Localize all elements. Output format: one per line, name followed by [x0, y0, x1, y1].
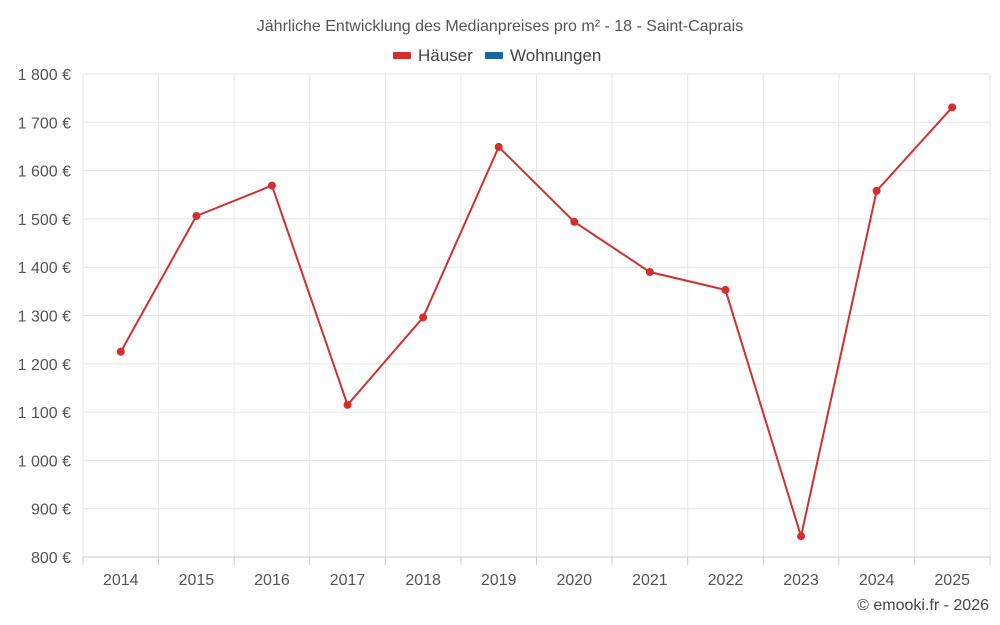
- y-tick-label: 800 €: [31, 550, 71, 567]
- y-tick-label: 1 600 €: [18, 164, 71, 181]
- data-point[interactable]: [797, 532, 806, 541]
- legend-label-wohnungen: Wohnungen: [510, 46, 601, 65]
- y-tick-label: 1 400 €: [18, 260, 71, 277]
- legend-swatch-wohnungen: [485, 52, 503, 59]
- data-point[interactable]: [948, 103, 957, 112]
- x-tick-label: 2024: [859, 572, 895, 589]
- legend: Häuser Wohnungen: [393, 46, 601, 65]
- x-tick-label: 2018: [405, 572, 441, 589]
- series: [116, 103, 957, 541]
- x-tick-label: 2021: [632, 572, 668, 589]
- x-tick-label: 2019: [481, 572, 517, 589]
- data-point[interactable]: [721, 285, 730, 294]
- y-tick-label: 1 800 €: [18, 67, 71, 84]
- x-axis-ticks: 2014 2015 2016 2017 2018 2019 2020 2021 2022 2023…: [103, 572, 970, 589]
- y-tick-label: 1 000 €: [18, 453, 71, 470]
- y-tick-label: 1 200 €: [18, 357, 71, 374]
- data-point[interactable]: [570, 217, 579, 226]
- grid: [82, 73, 991, 557]
- series-line-0: [119, 106, 953, 541]
- y-tick-label: 1 100 €: [18, 405, 71, 422]
- y-tick-label: 1 500 €: [18, 212, 71, 229]
- chart-title: Jährliche Entwicklung des Medianpreises …: [257, 18, 743, 35]
- x-tick-label: 2025: [934, 572, 970, 589]
- y-tick-label: 1 700 €: [18, 115, 71, 132]
- x-tick-label: 2015: [179, 572, 215, 589]
- axes: [82, 556, 991, 565]
- credit-text: © emooki.fr - 2026: [857, 597, 989, 614]
- data-point[interactable]: [494, 142, 503, 151]
- data-point[interactable]: [192, 212, 201, 221]
- x-tick-label: 2017: [330, 572, 366, 589]
- x-tick-label: 2014: [103, 572, 139, 589]
- x-tick-label: 2020: [556, 572, 592, 589]
- x-tick-label: 2023: [783, 572, 819, 589]
- data-point[interactable]: [419, 313, 428, 322]
- x-tick-label: 2016: [254, 572, 290, 589]
- data-point[interactable]: [267, 181, 276, 190]
- legend-swatch-haeuser: [393, 52, 411, 59]
- y-tick-label: 900 €: [31, 502, 71, 519]
- legend-item-haeuser[interactable]: Häuser: [393, 46, 473, 65]
- y-axis-ticks: 800 € 900 € 1 000 € 1 100 € 1 200 € 1 300 € 1 …: [18, 67, 71, 567]
- data-point[interactable]: [645, 268, 654, 277]
- data-point[interactable]: [116, 347, 125, 356]
- data-point[interactable]: [343, 400, 352, 409]
- data-point[interactable]: [872, 186, 881, 195]
- y-tick-label: 1 300 €: [18, 309, 71, 326]
- legend-label-haeuser: Häuser: [418, 46, 473, 65]
- legend-item-wohnungen[interactable]: Wohnungen: [485, 46, 601, 65]
- x-tick-label: 2022: [708, 572, 744, 589]
